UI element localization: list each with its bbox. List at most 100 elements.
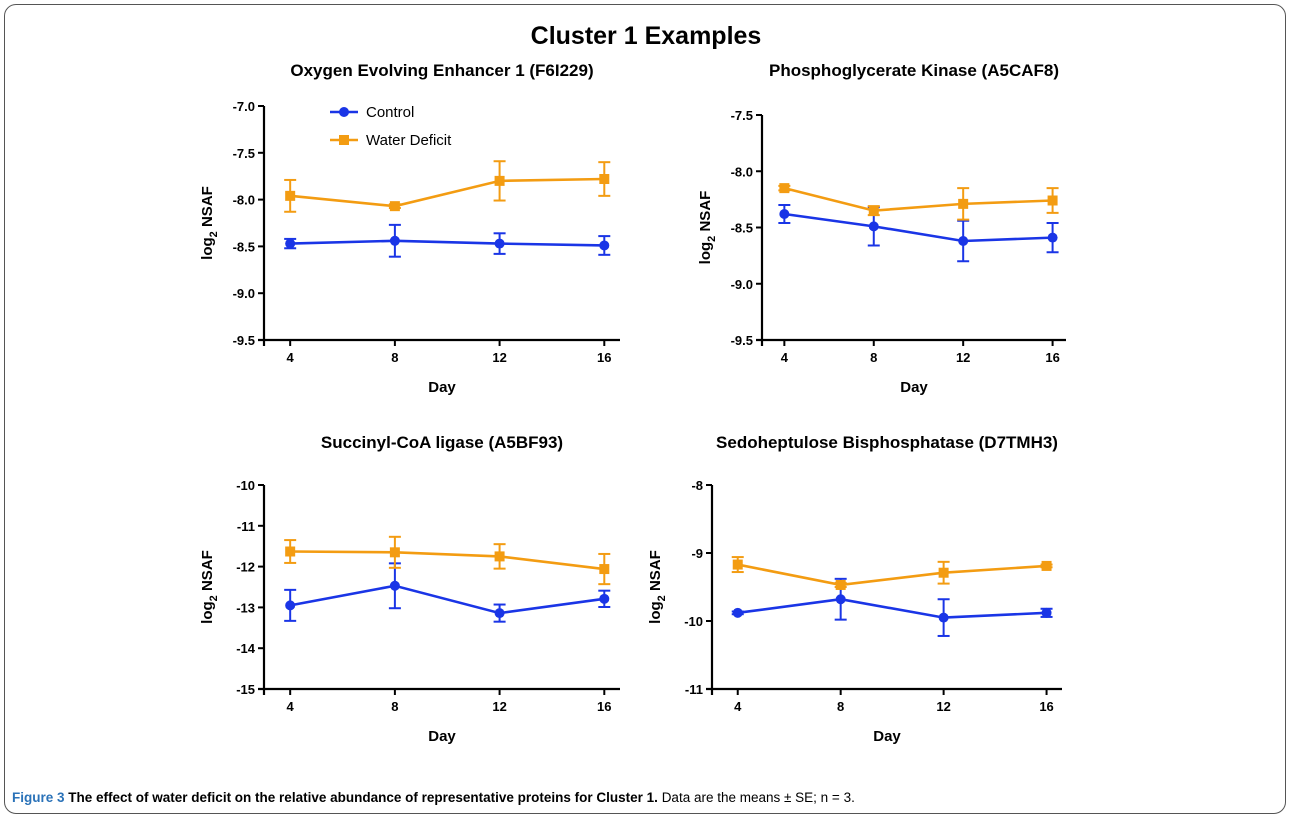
- data-point: [868, 221, 879, 232]
- chart-panel-4: Sedoheptulose Bisphosphatase (D7TMH3) -8 -…: [647, 433, 1062, 745]
- data-point: [779, 209, 790, 219]
- series-line: [737, 597, 1047, 619]
- data-point: [732, 559, 743, 570]
- y-tick-label: -8.0: [731, 164, 753, 179]
- legend-marker: [339, 135, 349, 145]
- y-tick-label: -14: [236, 641, 256, 656]
- y-tick-label: -8: [691, 478, 703, 493]
- chart-panels: Oxygen Evolving Enhancer 1 (F6I229) -7.0 -…: [199, 61, 1066, 745]
- x-tick-label: 4: [287, 350, 295, 365]
- data-point: [958, 236, 969, 246]
- data-point: [938, 612, 949, 623]
- data-point: [285, 190, 296, 201]
- series-line: [784, 212, 1053, 243]
- x-tick-label: 8: [391, 699, 398, 714]
- x-tick-label: 8: [391, 350, 398, 365]
- data-point: [285, 600, 296, 611]
- series-water-deficit: [778, 183, 1059, 221]
- y-tick-label: -8.5: [233, 239, 255, 254]
- data-point: [835, 579, 846, 590]
- legend-marker: [339, 107, 349, 117]
- data-point: [599, 240, 610, 251]
- data-point: [389, 235, 400, 246]
- data-point: [494, 175, 505, 186]
- y-tick-label: -9.0: [233, 286, 255, 301]
- x-axis-label: Day: [873, 728, 901, 745]
- x-tick-label: 12: [492, 350, 506, 365]
- legend-label: Water Deficit: [366, 132, 452, 149]
- x-tick-label: 12: [492, 699, 506, 714]
- x-tick-label: 12: [936, 699, 950, 714]
- y-axis-label: log2 NSAF: [199, 186, 220, 260]
- chart-panel-2: Phosphoglycerate Kinase (A5CAF8) -7.5 -8.0…: [697, 61, 1066, 396]
- y-tick-label: -13: [236, 600, 255, 615]
- chart-title: Phosphoglycerate Kinase (A5CAF8): [769, 61, 1059, 80]
- series-line: [289, 584, 605, 615]
- data-point: [285, 546, 296, 557]
- y-axis-label: log2 NSAF: [647, 550, 668, 624]
- y-axis-label: log2 NSAF: [697, 191, 718, 265]
- series-line: [784, 186, 1053, 212]
- x-tick-label: 16: [1045, 350, 1059, 365]
- series-control: [284, 223, 611, 258]
- figure-caption: Figure 3 The effect of water deficit on …: [12, 790, 855, 805]
- x-axis-label: Day: [428, 728, 456, 745]
- data-point: [389, 580, 400, 591]
- y-tick-label: -10: [236, 478, 255, 493]
- data-point: [958, 198, 969, 209]
- legend: Control Water Deficit: [330, 104, 452, 149]
- x-tick-label: 8: [837, 699, 844, 714]
- y-tick-label: -12: [236, 560, 255, 575]
- series-line: [290, 239, 605, 247]
- x-tick-label: 4: [287, 699, 295, 714]
- data-point: [599, 174, 610, 185]
- caption-label: Figure 3: [12, 790, 65, 805]
- data-point: [1041, 560, 1052, 571]
- data-point: [599, 564, 610, 575]
- y-tick-label: -7.5: [731, 108, 753, 123]
- y-tick-label: -11: [685, 682, 703, 697]
- x-axis-label: Day: [900, 379, 928, 396]
- x-tick-label: 8: [870, 350, 877, 365]
- data-point: [494, 238, 505, 249]
- y-tick-label: -9.0: [731, 277, 753, 292]
- figure-frame: [4, 4, 1286, 814]
- y-tick-label: -9.5: [731, 333, 753, 348]
- data-point: [389, 201, 400, 212]
- series-line: [290, 550, 605, 571]
- y-tick-label: -7.0: [233, 99, 255, 114]
- data-point: [389, 547, 400, 558]
- figure-title: Cluster 1 Examples: [530, 22, 762, 50]
- legend-label: Control: [366, 104, 414, 121]
- data-point: [1041, 607, 1052, 618]
- x-axis-label: Day: [428, 379, 456, 396]
- data-point: [599, 593, 610, 604]
- chart-title: Succinyl-CoA ligase (A5BF93): [321, 433, 563, 452]
- data-point: [835, 594, 846, 605]
- series-water-deficit: [284, 160, 611, 213]
- caption-title: The effect of water deficit on the relat…: [68, 790, 658, 805]
- y-tick-label: -9.5: [233, 333, 255, 348]
- chart-title: Sedoheptulose Bisphosphatase (D7TMH3): [716, 433, 1058, 452]
- x-tick-label: 16: [1039, 699, 1053, 714]
- caption-text: Data are the means ± SE; n = 3.: [661, 790, 855, 805]
- data-point: [868, 205, 879, 216]
- series-line: [737, 563, 1047, 587]
- series-water-deficit: [284, 535, 611, 586]
- x-tick-label: 12: [956, 350, 970, 365]
- series-control: [284, 562, 611, 623]
- chart-title: Oxygen Evolving Enhancer 1 (F6I229): [290, 61, 593, 80]
- data-point: [494, 608, 505, 619]
- data-point: [938, 567, 949, 578]
- y-tick-label: -7.5: [233, 146, 255, 161]
- x-tick-label: 4: [781, 350, 789, 365]
- chart-panel-3: Succinyl-CoA ligase (A5BF93) -10 -11 -12 -13…: [199, 433, 620, 745]
- y-tick-label: -11: [237, 519, 255, 534]
- y-tick-label: -8.0: [233, 193, 255, 208]
- data-point: [732, 607, 743, 618]
- x-tick-label: 16: [597, 350, 611, 365]
- data-point: [1047, 195, 1058, 206]
- x-tick-label: 16: [597, 699, 611, 714]
- series-control: [778, 204, 1059, 263]
- y-tick-label: -15: [236, 682, 255, 697]
